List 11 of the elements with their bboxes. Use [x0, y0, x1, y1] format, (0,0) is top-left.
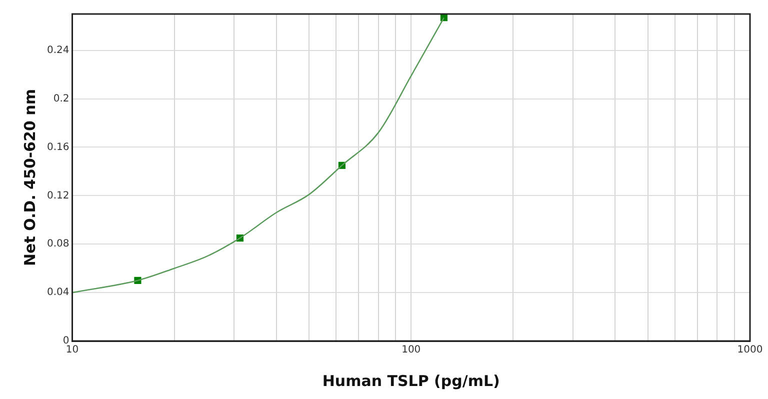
y-tick-label: 0.08: [47, 238, 70, 250]
y-tick-label: 0.12: [47, 190, 70, 202]
y-tick-label: 0.04: [47, 287, 70, 298]
y-axis-title: Net O.D. 450-620 nm: [20, 89, 39, 266]
x-tick-label: 100: [402, 344, 421, 356]
x-tick-label: 1000: [737, 344, 763, 356]
x-tick-label: 10: [66, 344, 79, 356]
y-tick-label: 0.2: [53, 93, 70, 104]
x-axis-title: Human TSLP (pg/mL): [322, 372, 500, 390]
y-tick-label: 0.24: [47, 44, 70, 56]
y-tick-label: 0.16: [47, 142, 70, 153]
